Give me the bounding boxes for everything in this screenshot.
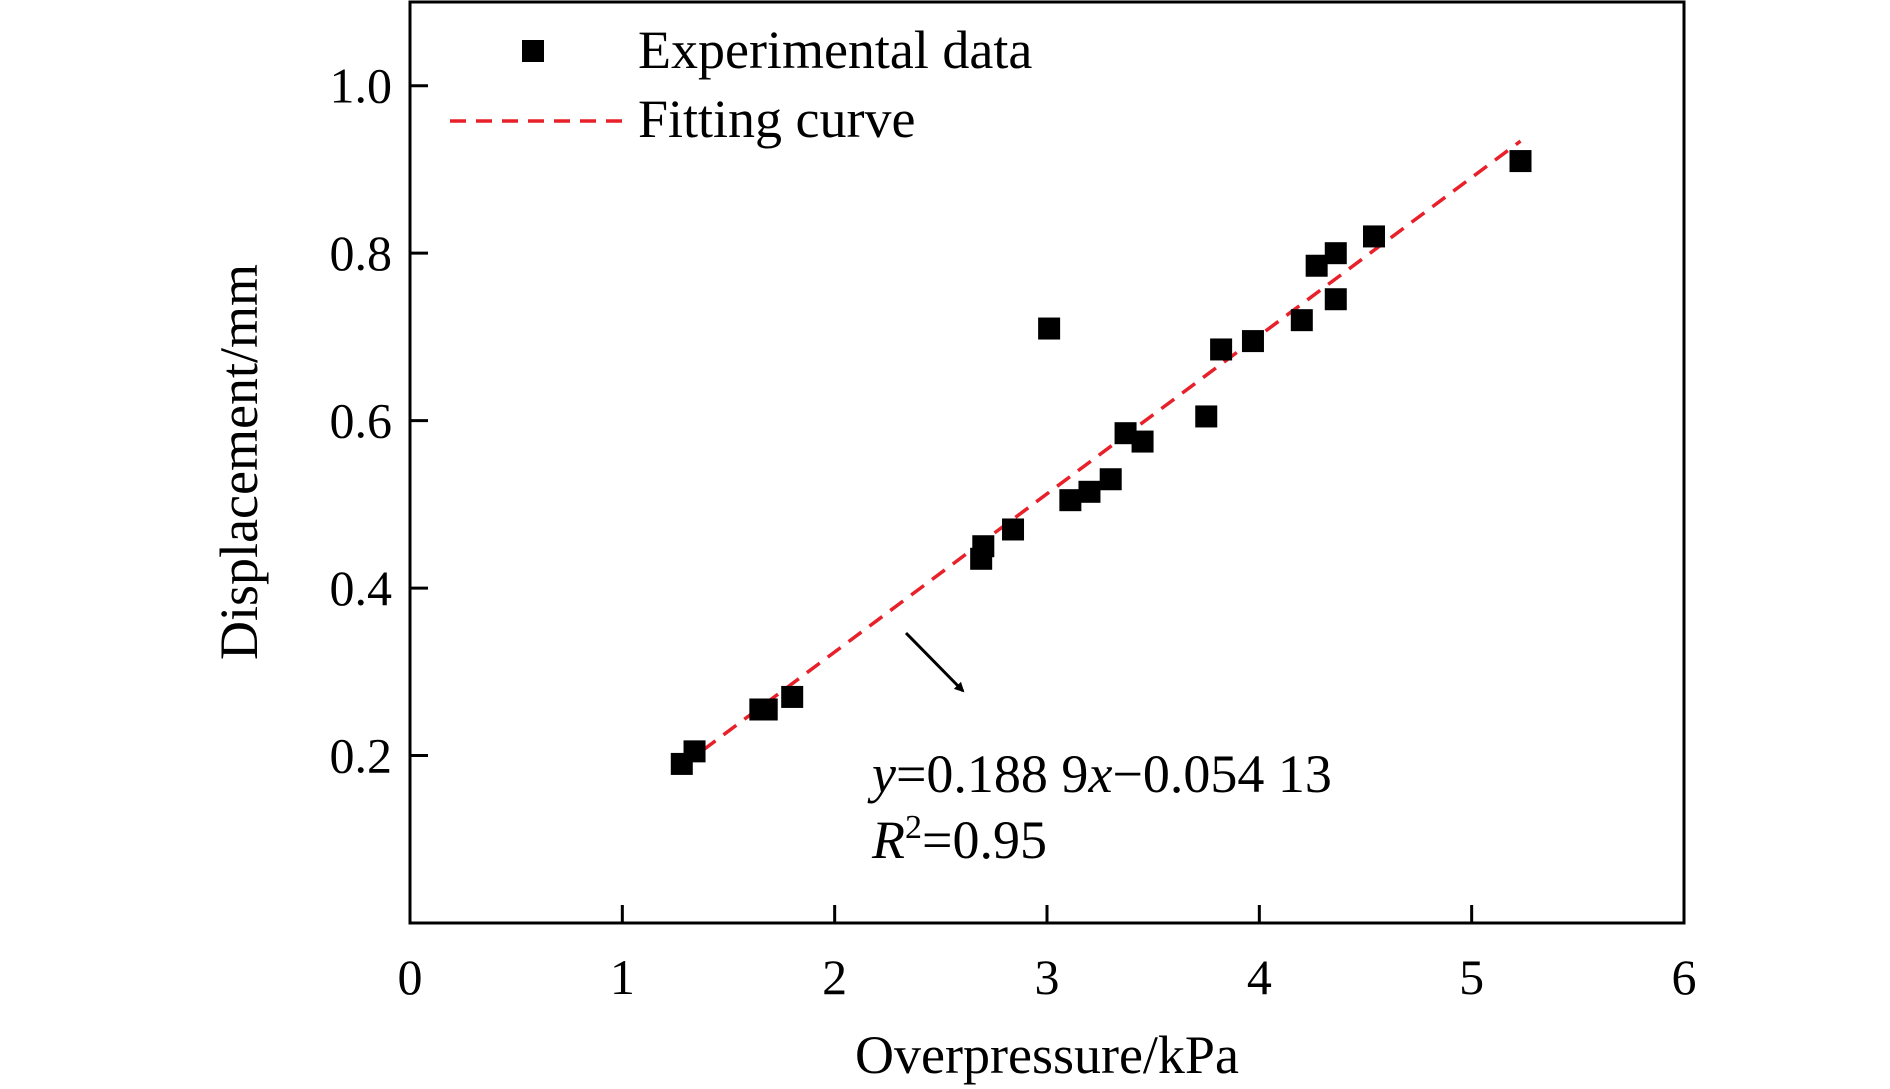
data-point	[1241, 330, 1264, 353]
data-point	[1305, 254, 1328, 277]
data-point	[1509, 150, 1532, 173]
legend-label-experimental: Experimental data	[638, 20, 1032, 80]
data-point	[1324, 242, 1347, 265]
data-point	[1099, 468, 1122, 491]
data-point	[755, 698, 778, 721]
equation-x-var: x	[1087, 744, 1112, 804]
data-point	[1210, 338, 1233, 361]
r-squared-r: R	[871, 810, 905, 870]
x-tick-label: 2	[822, 949, 847, 1005]
data-point	[1290, 309, 1313, 332]
y-tick-label: 0.2	[330, 728, 393, 784]
r-squared-exponent: 2	[905, 809, 922, 846]
data-point	[1059, 489, 1082, 512]
y-tick-label: 0.8	[330, 225, 393, 281]
y-axis-ticks: 0.2 0.4 0.6 0.8 1.0	[330, 58, 428, 784]
data-point	[1131, 430, 1154, 453]
equation-part-2: −0.054 13	[1112, 744, 1331, 804]
y-tick-label: 0.6	[330, 393, 393, 449]
equation-label: y=0.188 9x−0.054 13	[867, 744, 1332, 804]
data-point	[1114, 422, 1137, 445]
equation-y-var: y	[867, 744, 896, 804]
x-axis-ticks: 0 1 2 3 4 5 6	[398, 905, 1697, 1005]
r-squared-label: R2=0.95	[871, 809, 1047, 870]
x-tick-label: 1	[610, 949, 635, 1005]
data-point	[1195, 405, 1218, 428]
x-tick-label: 4	[1247, 949, 1272, 1005]
y-tick-label: 1.0	[330, 58, 393, 114]
data-point	[1362, 225, 1385, 248]
data-point	[1324, 288, 1347, 311]
data-point	[972, 535, 995, 558]
r-squared-value: =0.95	[922, 810, 1047, 870]
data-point	[1078, 480, 1101, 503]
data-points	[670, 150, 1532, 775]
x-tick-label: 5	[1459, 949, 1484, 1005]
legend: Experimental data Fitting curve	[450, 20, 1032, 149]
y-tick-label: 0.4	[330, 560, 393, 616]
annotation-arrow	[904, 631, 965, 693]
fit-line	[680, 139, 1522, 768]
data-point	[1038, 317, 1061, 340]
x-tick-label: 6	[1672, 949, 1697, 1005]
data-point	[1002, 518, 1025, 541]
legend-square-marker-icon	[522, 40, 544, 62]
fit-line-layer	[680, 139, 1522, 768]
y-axis-title: Displacement/mm	[209, 264, 269, 660]
data-point	[781, 685, 804, 708]
x-tick-label: 3	[1035, 949, 1060, 1005]
x-axis-title: Overpressure/kPa	[855, 1025, 1239, 1085]
legend-label-fitting: Fitting curve	[638, 89, 915, 149]
x-tick-label: 0	[398, 949, 423, 1005]
data-point	[683, 740, 706, 763]
equation-part-1: =0.188 9	[896, 744, 1088, 804]
